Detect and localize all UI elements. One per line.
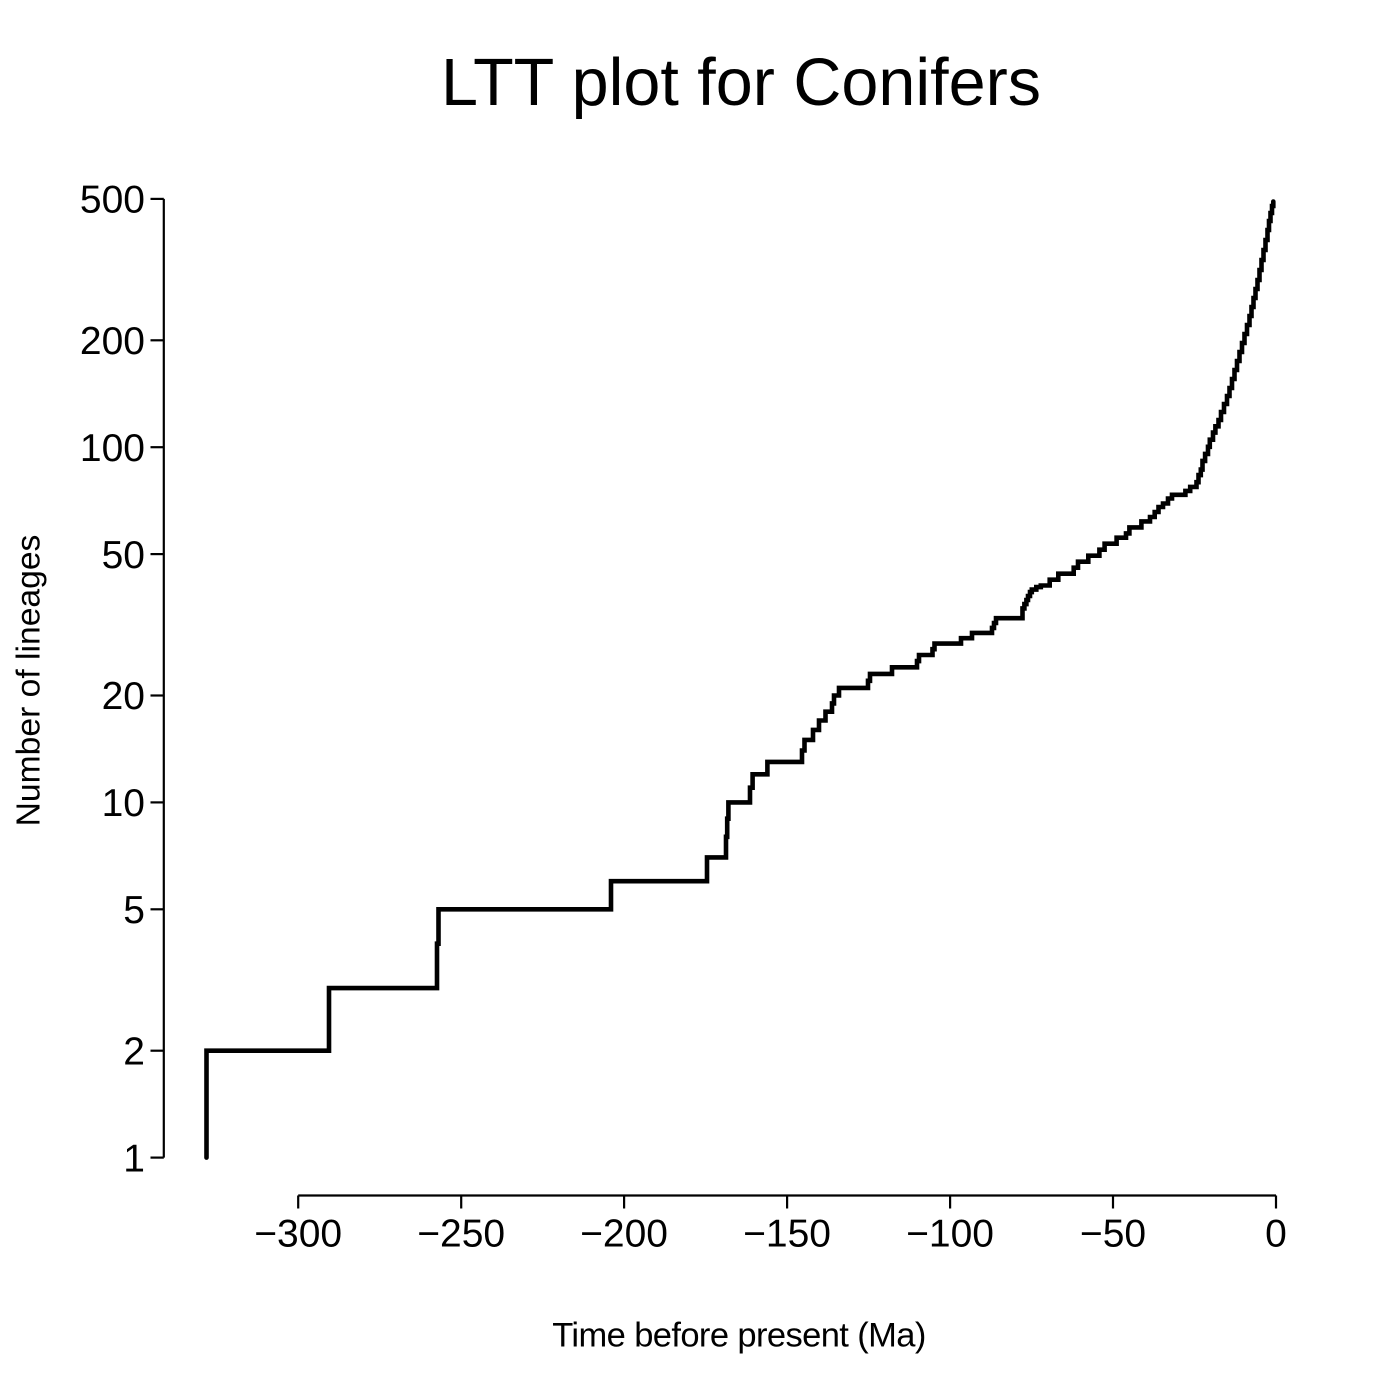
svg-text:1: 1 xyxy=(123,1137,145,1180)
svg-text:0: 0 xyxy=(1265,1213,1287,1256)
svg-text:500: 500 xyxy=(80,179,145,222)
svg-text:−200: −200 xyxy=(580,1213,668,1256)
svg-text:10: 10 xyxy=(102,782,145,825)
svg-text:−150: −150 xyxy=(743,1213,831,1256)
svg-text:−100: −100 xyxy=(906,1213,994,1256)
svg-text:20: 20 xyxy=(102,675,145,718)
svg-text:LTT plot for Conifers: LTT plot for Conifers xyxy=(441,46,1041,120)
svg-text:Number of lineages: Number of lineages xyxy=(11,535,48,827)
svg-text:2: 2 xyxy=(123,1031,145,1074)
svg-text:5: 5 xyxy=(123,889,145,932)
svg-text:50: 50 xyxy=(102,534,145,577)
svg-text:−50: −50 xyxy=(1080,1213,1146,1256)
svg-text:100: 100 xyxy=(80,427,145,470)
svg-text:−250: −250 xyxy=(417,1213,505,1256)
svg-text:200: 200 xyxy=(80,320,145,363)
svg-text:Time before present (Ma): Time before present (Ma) xyxy=(552,1316,926,1354)
svg-text:−300: −300 xyxy=(254,1213,342,1256)
